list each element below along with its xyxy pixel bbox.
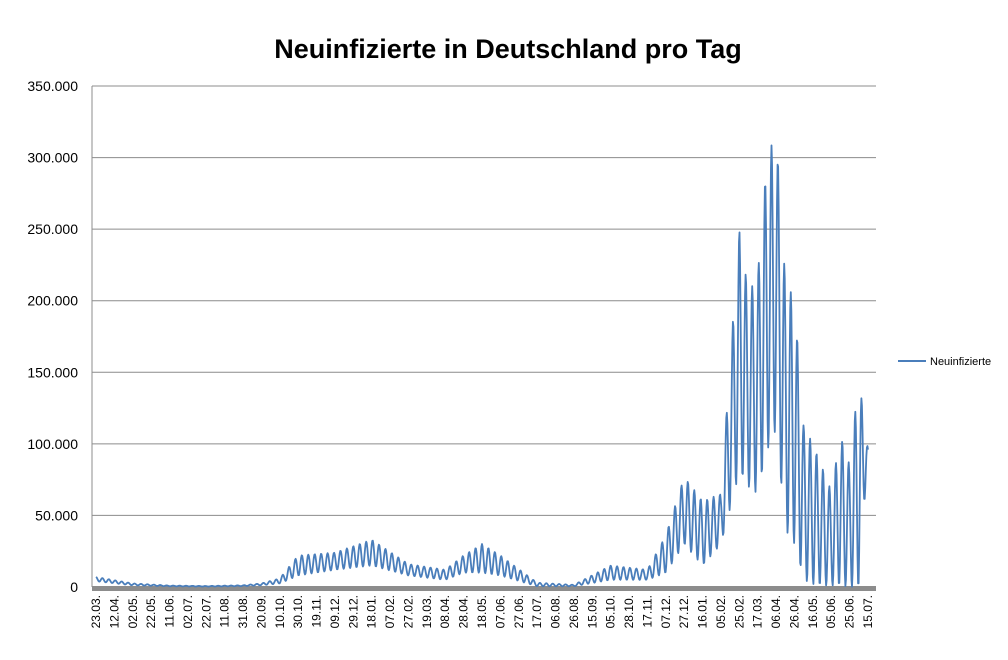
x-tick-label: 20.09. <box>254 595 268 628</box>
series-line-neuinfizierte <box>95 144 869 588</box>
x-tick-label: 09.12. <box>328 595 342 628</box>
x-tick-label: 07.02. <box>383 595 397 628</box>
x-tick-label: 06.08. <box>549 595 563 628</box>
x-tick-label: 31.08. <box>236 595 250 628</box>
x-tick-label: 26.08. <box>567 595 581 628</box>
x-tick-label: 05.06. <box>824 595 838 628</box>
grid-lines <box>92 85 876 516</box>
y-tick-label: 0 <box>70 579 78 595</box>
x-tick-label: 18.01. <box>365 595 379 628</box>
x-tick-label: 15.07. <box>861 595 875 628</box>
x-tick-label: 28.10. <box>622 595 636 628</box>
chart-title: Neuinfizierte in Deutschland pro Tag <box>274 34 742 64</box>
legend: Neuinfizierte <box>898 356 991 368</box>
x-tick-label: 10.10. <box>273 595 287 628</box>
y-tick-label: 150.000 <box>27 364 78 380</box>
x-tick-label: 18.05. <box>475 595 489 628</box>
x-tick-label: 12.04. <box>107 595 121 628</box>
x-tick-label: 28.04. <box>457 595 471 628</box>
y-tick-label: 350.000 <box>27 78 78 94</box>
x-tick-label: 07.12. <box>659 595 673 628</box>
x-tick-labels: 23.03. 12.04. 02.05. 22.05. 11.06. 02.07. 22.0… <box>89 595 875 628</box>
x-tick-label: 07.06. <box>493 595 507 628</box>
x-tick-label: 16.01. <box>696 595 710 628</box>
x-tick-label: 25.06. <box>843 595 857 628</box>
x-axis-floor <box>92 586 876 591</box>
y-tick-label: 200.000 <box>27 293 78 309</box>
x-tick-label: 02.05. <box>126 595 140 628</box>
x-tick-label: 05.02. <box>714 595 728 628</box>
x-tick-label: 17.11. <box>640 595 654 627</box>
x-tick-label: 19.11. <box>310 595 324 627</box>
x-tick-label: 19.03. <box>420 595 434 628</box>
x-tick-label: 29.12. <box>346 595 360 628</box>
legend-label: Neuinfizierte <box>930 356 991 368</box>
x-tick-label: 26.04. <box>787 595 801 628</box>
x-tick-label: 11.08. <box>218 595 232 627</box>
x-tick-label: 22.05. <box>144 595 158 628</box>
y-tick-labels: 0 50.000 100.000 150.000 200.000 250.000 300.0… <box>27 78 78 595</box>
x-tick-label: 15.09. <box>585 595 599 628</box>
x-tick-label: 02.07. <box>181 595 195 628</box>
x-tick-label: 16.05. <box>806 595 820 628</box>
x-tick-label: 17.07. <box>530 595 544 628</box>
x-tick-label: 30.10. <box>291 595 305 628</box>
y-tick-label: 50.000 <box>35 507 78 523</box>
x-tick-label: 05.10. <box>604 595 618 628</box>
x-tick-label: 22.07. <box>199 595 213 628</box>
y-tick-label: 100.000 <box>27 436 78 452</box>
x-tick-label: 06.04. <box>769 595 783 628</box>
x-tick-label: 25.02. <box>732 595 746 628</box>
x-tick-label: 23.03. <box>89 595 103 628</box>
y-tick-label: 250.000 <box>27 221 78 237</box>
series-lines <box>95 144 869 588</box>
axes <box>91 86 876 591</box>
x-tick-label: 17.03. <box>751 595 765 628</box>
x-tick-label: 27.12. <box>677 595 691 628</box>
x-tick-label: 27.06. <box>512 595 526 628</box>
y-tick-label: 300.000 <box>27 150 78 166</box>
x-tick-label: 08.04. <box>438 595 452 628</box>
x-tick-label: 11.06. <box>163 595 177 627</box>
x-tick-label: 27.02. <box>401 595 415 628</box>
